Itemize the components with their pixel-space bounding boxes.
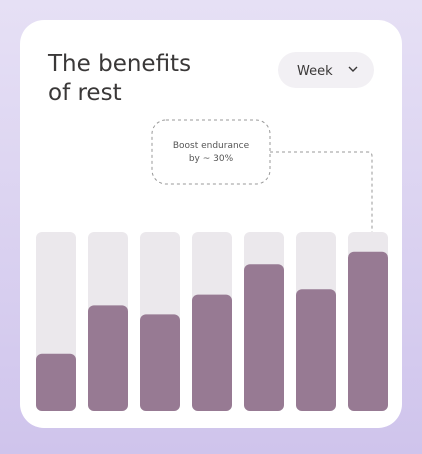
bar xyxy=(140,314,180,411)
dropdown-bg[interactable] xyxy=(278,52,374,88)
bar xyxy=(348,251,388,411)
period-dropdown[interactable]: Week xyxy=(278,52,374,88)
annotation-connector xyxy=(270,151,373,250)
chart-title: The benefits xyxy=(47,51,191,77)
annotation: by ~ 30% xyxy=(189,154,234,164)
bar xyxy=(192,294,232,411)
dropdown-label[interactable]: Week xyxy=(297,64,333,79)
chart-title: of rest xyxy=(48,80,122,106)
bar xyxy=(88,305,128,411)
bar xyxy=(36,353,76,411)
chevron[interactable] xyxy=(348,66,358,72)
annotation: Boost endurance xyxy=(173,141,250,151)
bar xyxy=(296,289,336,411)
bar xyxy=(244,264,284,411)
annotation-box xyxy=(151,119,271,185)
